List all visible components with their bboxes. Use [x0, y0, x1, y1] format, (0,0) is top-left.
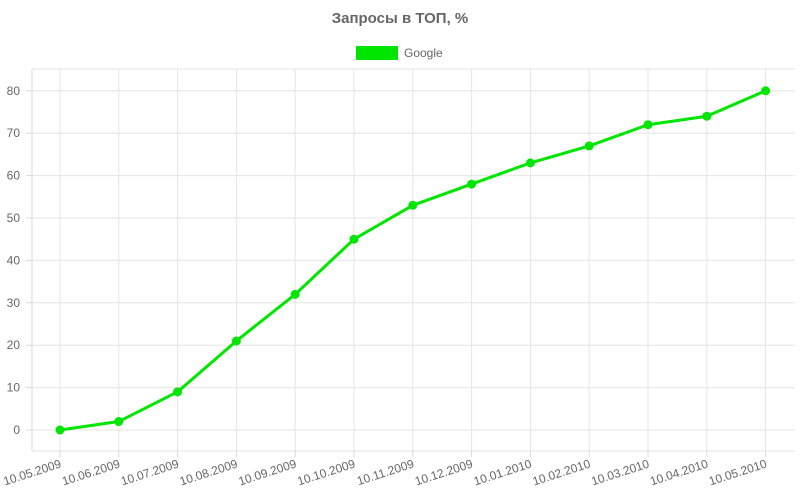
series-google: [55, 86, 771, 435]
x-tick-label: 10.03.2010: [589, 456, 651, 488]
y-axis-ticks: 0 10 20 30 40 50 60 70 80: [7, 84, 32, 437]
chart-title: Запросы в ТОП, %: [332, 10, 469, 27]
y-tick-label: 80: [7, 84, 21, 98]
y-tick-label: 0: [13, 423, 20, 437]
data-point-google[interactable]: [290, 289, 300, 299]
legend-swatch-google[interactable]: [356, 46, 398, 60]
x-tick-label: 10.08.2009: [178, 456, 240, 488]
x-tick-label: 10.07.2009: [119, 456, 181, 488]
legend-label-google[interactable]: Google: [404, 46, 443, 60]
data-point-google[interactable]: [467, 179, 477, 189]
x-tick-label: 10.04.2010: [648, 456, 710, 488]
data-point-google[interactable]: [231, 336, 241, 346]
data-point-google[interactable]: [702, 111, 712, 121]
x-tick-label: 10.12.2009: [413, 456, 475, 488]
data-point-google[interactable]: [761, 86, 771, 96]
x-tick-label: 10.01.2010: [472, 456, 534, 488]
data-point-google[interactable]: [408, 200, 418, 210]
data-point-google[interactable]: [349, 234, 359, 244]
y-tick-label: 30: [7, 296, 21, 310]
data-point-google[interactable]: [114, 417, 124, 427]
y-tick-label: 50: [7, 211, 21, 225]
legend[interactable]: Google: [356, 46, 443, 60]
y-tick-label: 70: [7, 126, 21, 140]
y-tick-label: 40: [7, 253, 21, 267]
data-point-google[interactable]: [173, 387, 183, 397]
x-tick-label: 10.02.2010: [531, 456, 593, 488]
x-tick-label: 10.05.2009: [1, 456, 63, 488]
x-tick-label: 10.09.2009: [237, 456, 299, 488]
y-tick-label: 60: [7, 169, 21, 183]
x-tick-label: 10.05.2010: [707, 456, 769, 488]
x-tick-label: 10.10.2009: [295, 456, 357, 488]
data-point-google[interactable]: [643, 120, 653, 130]
data-point-google[interactable]: [55, 425, 65, 435]
x-tick-label: 10.06.2009: [60, 456, 122, 488]
data-point-google[interactable]: [525, 158, 535, 168]
y-tick-label: 10: [7, 381, 21, 395]
data-point-google[interactable]: [584, 141, 594, 151]
grid: [32, 68, 795, 452]
x-tick-label: 10.11.2009: [355, 456, 416, 488]
y-tick-label: 20: [7, 338, 21, 352]
x-axis-ticks: 10.05.200910.06.200910.07.200910.08.2009…: [1, 451, 769, 488]
